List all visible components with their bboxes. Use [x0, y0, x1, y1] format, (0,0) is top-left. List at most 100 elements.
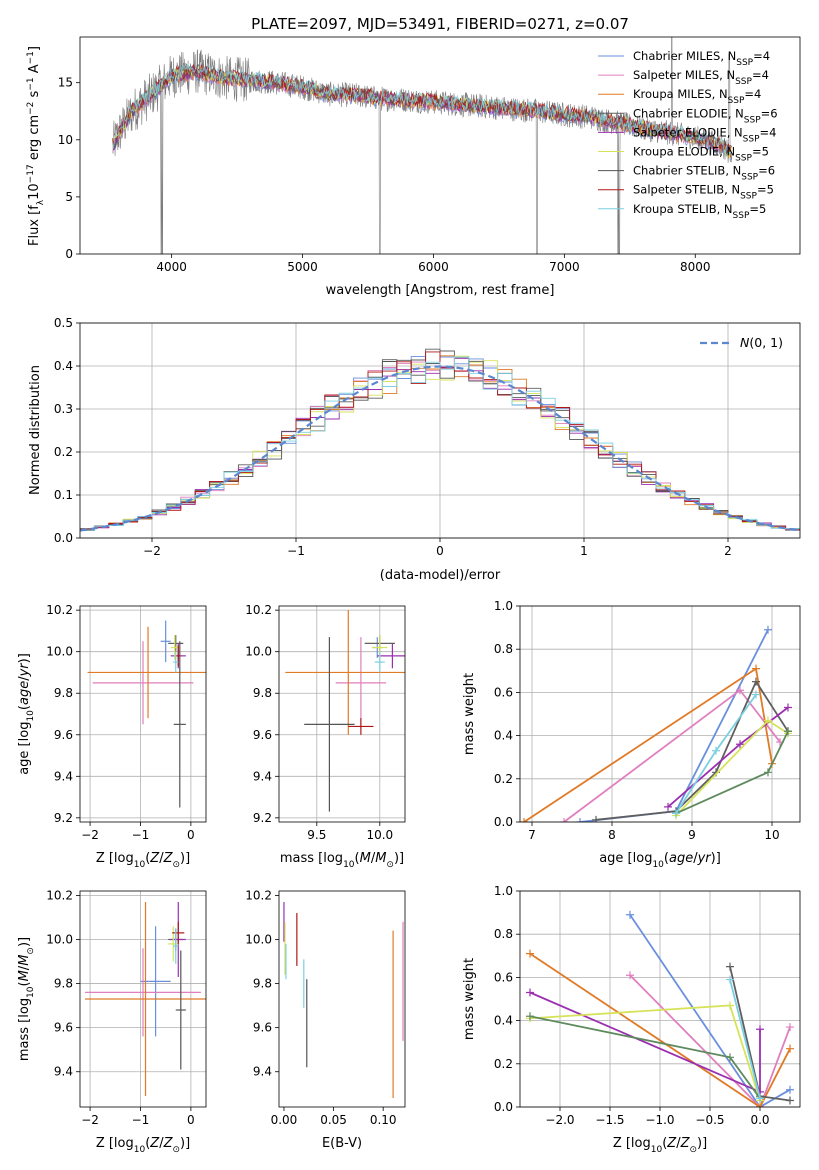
residuals-panel: −2 −1 0 1 2 0.0 0.1 0.2 0.3 0.4 0.5 (data-model)/er… — [28, 316, 801, 583]
series-line-kroupa_stelib — [729, 979, 761, 1099]
y-tick-label: 0.4 — [494, 1014, 513, 1028]
y-tick-label: 0.1 — [54, 488, 73, 502]
axes-frame — [278, 605, 406, 823]
y-tick-label: 0.8 — [494, 927, 513, 941]
y-axis-label: Normed distribution — [28, 365, 43, 495]
y-tick-label: 9.6 — [253, 728, 272, 742]
x-tick-label: −1.5 — [595, 1113, 624, 1127]
y-tick-label: 0.2 — [494, 1057, 513, 1071]
y-tick-label: 9.8 — [253, 686, 272, 700]
mass-vs-ebv-panel: 0.00 0.05 0.10 9.4 9.6 9.8 10.0 10.2 E(B-V) — [245, 888, 406, 1151]
series-marker-chabrier_miles — [626, 910, 634, 919]
y-tick-label: 1.0 — [494, 884, 513, 898]
y-tick-label: 0.0 — [494, 815, 513, 829]
x-tick-label: 10 — [764, 828, 779, 842]
series-marker-chabrier_elodie — [786, 1096, 794, 1105]
plot-content — [520, 625, 792, 822]
y-tick-label: 15 — [58, 76, 73, 90]
plot-area — [520, 606, 800, 822]
series-marker-kroupa_stelib — [756, 1094, 764, 1103]
x-tick-label: 0.0 — [750, 1113, 769, 1127]
y-axis-label: mass weight — [462, 958, 477, 1040]
model-line-kroupa_stelib — [112, 63, 733, 155]
axes-frame — [79, 322, 801, 539]
y-tick-label: 9.8 — [54, 977, 73, 991]
plot-content — [87, 620, 206, 808]
legend-label-kroupa_elodie: Kroupa ELODIE, NSSP=5 — [633, 145, 769, 164]
x-tick-label: 6000 — [418, 260, 449, 274]
normal-curve — [80, 365, 800, 532]
x-axis-label: mass [log10(M/M⊙)] — [280, 851, 404, 870]
y-tick-label: 0.6 — [494, 685, 513, 699]
x-tick-label: −1 — [287, 544, 305, 558]
axes-frame — [79, 890, 207, 1108]
x-tick-label: 9 — [688, 828, 696, 842]
x-tick-label: 0.10 — [370, 1113, 397, 1127]
axes-frame — [519, 890, 801, 1108]
y-tick-label: 9.2 — [253, 811, 272, 825]
chart-title: PLATE=2097, MJD=53491, FIBERID=0271, z=0… — [251, 15, 629, 33]
x-tick-label: −2.0 — [545, 1113, 574, 1127]
y-tick-label: 9.4 — [253, 769, 272, 783]
y-tick-label: 10.2 — [46, 603, 73, 617]
axes-frame — [278, 890, 406, 1108]
y-tick-label: 0.0 — [494, 1100, 513, 1114]
x-tick-label: 10.0 — [366, 828, 393, 842]
x-tick-label: 7000 — [549, 260, 580, 274]
series-marker-kroupa_stelib — [726, 975, 734, 984]
plot-content — [285, 610, 405, 812]
x-tick-label: −2 — [81, 1113, 99, 1127]
x-tick-label: 5000 — [287, 260, 318, 274]
series-marker-kroupa_elodie — [764, 716, 772, 725]
series-marker-mass_weight_green — [784, 727, 792, 736]
y-tick-label: 10.0 — [46, 645, 73, 659]
series-line-kroupa_miles — [529, 952, 791, 1107]
y-tick-label: 0.6 — [494, 970, 513, 984]
age-vs-mass-panel: 9.5 10.0 9.2 9.4 9.6 9.8 10.0 10.2 mass [log10(M… — [245, 603, 406, 870]
legend-label-chabrier_elodie: Chabrier ELODIE, NSSP=6 — [633, 106, 778, 125]
legend-label-chabrier_stelib: Chabrier STELIB, NSSP=6 — [633, 164, 775, 183]
y-tick-label: 9.6 — [54, 1021, 73, 1035]
x-tick-label: −1.0 — [645, 1113, 674, 1127]
series-marker-salpeter_miles — [786, 1023, 794, 1032]
y-axis-label: age [log10(age/yr)] — [17, 653, 36, 775]
series-marker-kroupa_stelib — [752, 690, 760, 699]
spectrum-panel: 4000 5000 6000 7000 8000 0 5 10 15 PLATE=2097, MJ… — [26, 15, 801, 298]
series-marker-salpeter_elodie — [526, 988, 534, 997]
x-tick-label: 9.5 — [307, 828, 326, 842]
series-marker-mass_weight_green — [764, 768, 772, 777]
x-axis-label: Z [log10(Z/Z⊙)] — [613, 1136, 707, 1155]
x-tick-label: 8000 — [680, 260, 711, 274]
series-marker-mass_weight_green — [726, 1053, 734, 1062]
x-tick-label: 1 — [580, 544, 588, 558]
x-axis-label: E(B-V) — [322, 1136, 362, 1151]
age-vs-metallicity-panel: −2 −1 0 9.2 9.4 9.6 9.8 10.0 10.2 Z [log10(Z/Z⊙)]… — [17, 603, 207, 870]
y-tick-label: 10.0 — [245, 645, 272, 659]
y-tick-label: 10.2 — [245, 888, 272, 902]
x-tick-label: 2 — [724, 544, 732, 558]
x-tick-label: −1 — [132, 1113, 150, 1127]
series-marker-kroupa_miles — [752, 664, 760, 673]
series-marker-chabrier_miles — [786, 1085, 794, 1094]
series-marker-salpeter_miles — [626, 971, 634, 980]
legend-label-kroupa_miles: Kroupa MILES, NSSP=4 — [633, 87, 761, 106]
y-tick-label: 9.2 — [54, 811, 73, 825]
series-marker-salpeter_elodie — [736, 740, 744, 749]
series-marker-kroupa_elodie — [726, 1001, 734, 1010]
x-tick-label: 8 — [608, 828, 616, 842]
x-tick-label: 0 — [436, 544, 444, 558]
plot-content — [85, 902, 206, 1096]
y-tick-label: 0.2 — [494, 772, 513, 786]
y-tick-label: 0 — [65, 247, 73, 261]
y-tick-label: 9.4 — [253, 1065, 272, 1079]
y-tick-label: 10.2 — [46, 888, 73, 902]
y-tick-label: 9.4 — [54, 769, 73, 783]
y-axis-label: Flux [fλ10−17 erg cm−2 s−1 A−1] — [26, 46, 46, 246]
x-tick-label: 7 — [528, 828, 536, 842]
y-axis-label: mass [log10(M/M⊙)] — [17, 937, 36, 1061]
y-tick-label: 10.0 — [46, 932, 73, 946]
series-marker-kroupa_miles — [786, 1044, 794, 1053]
x-axis-label: (data-model)/error — [380, 568, 501, 583]
y-tick-label: 9.4 — [54, 1065, 73, 1079]
